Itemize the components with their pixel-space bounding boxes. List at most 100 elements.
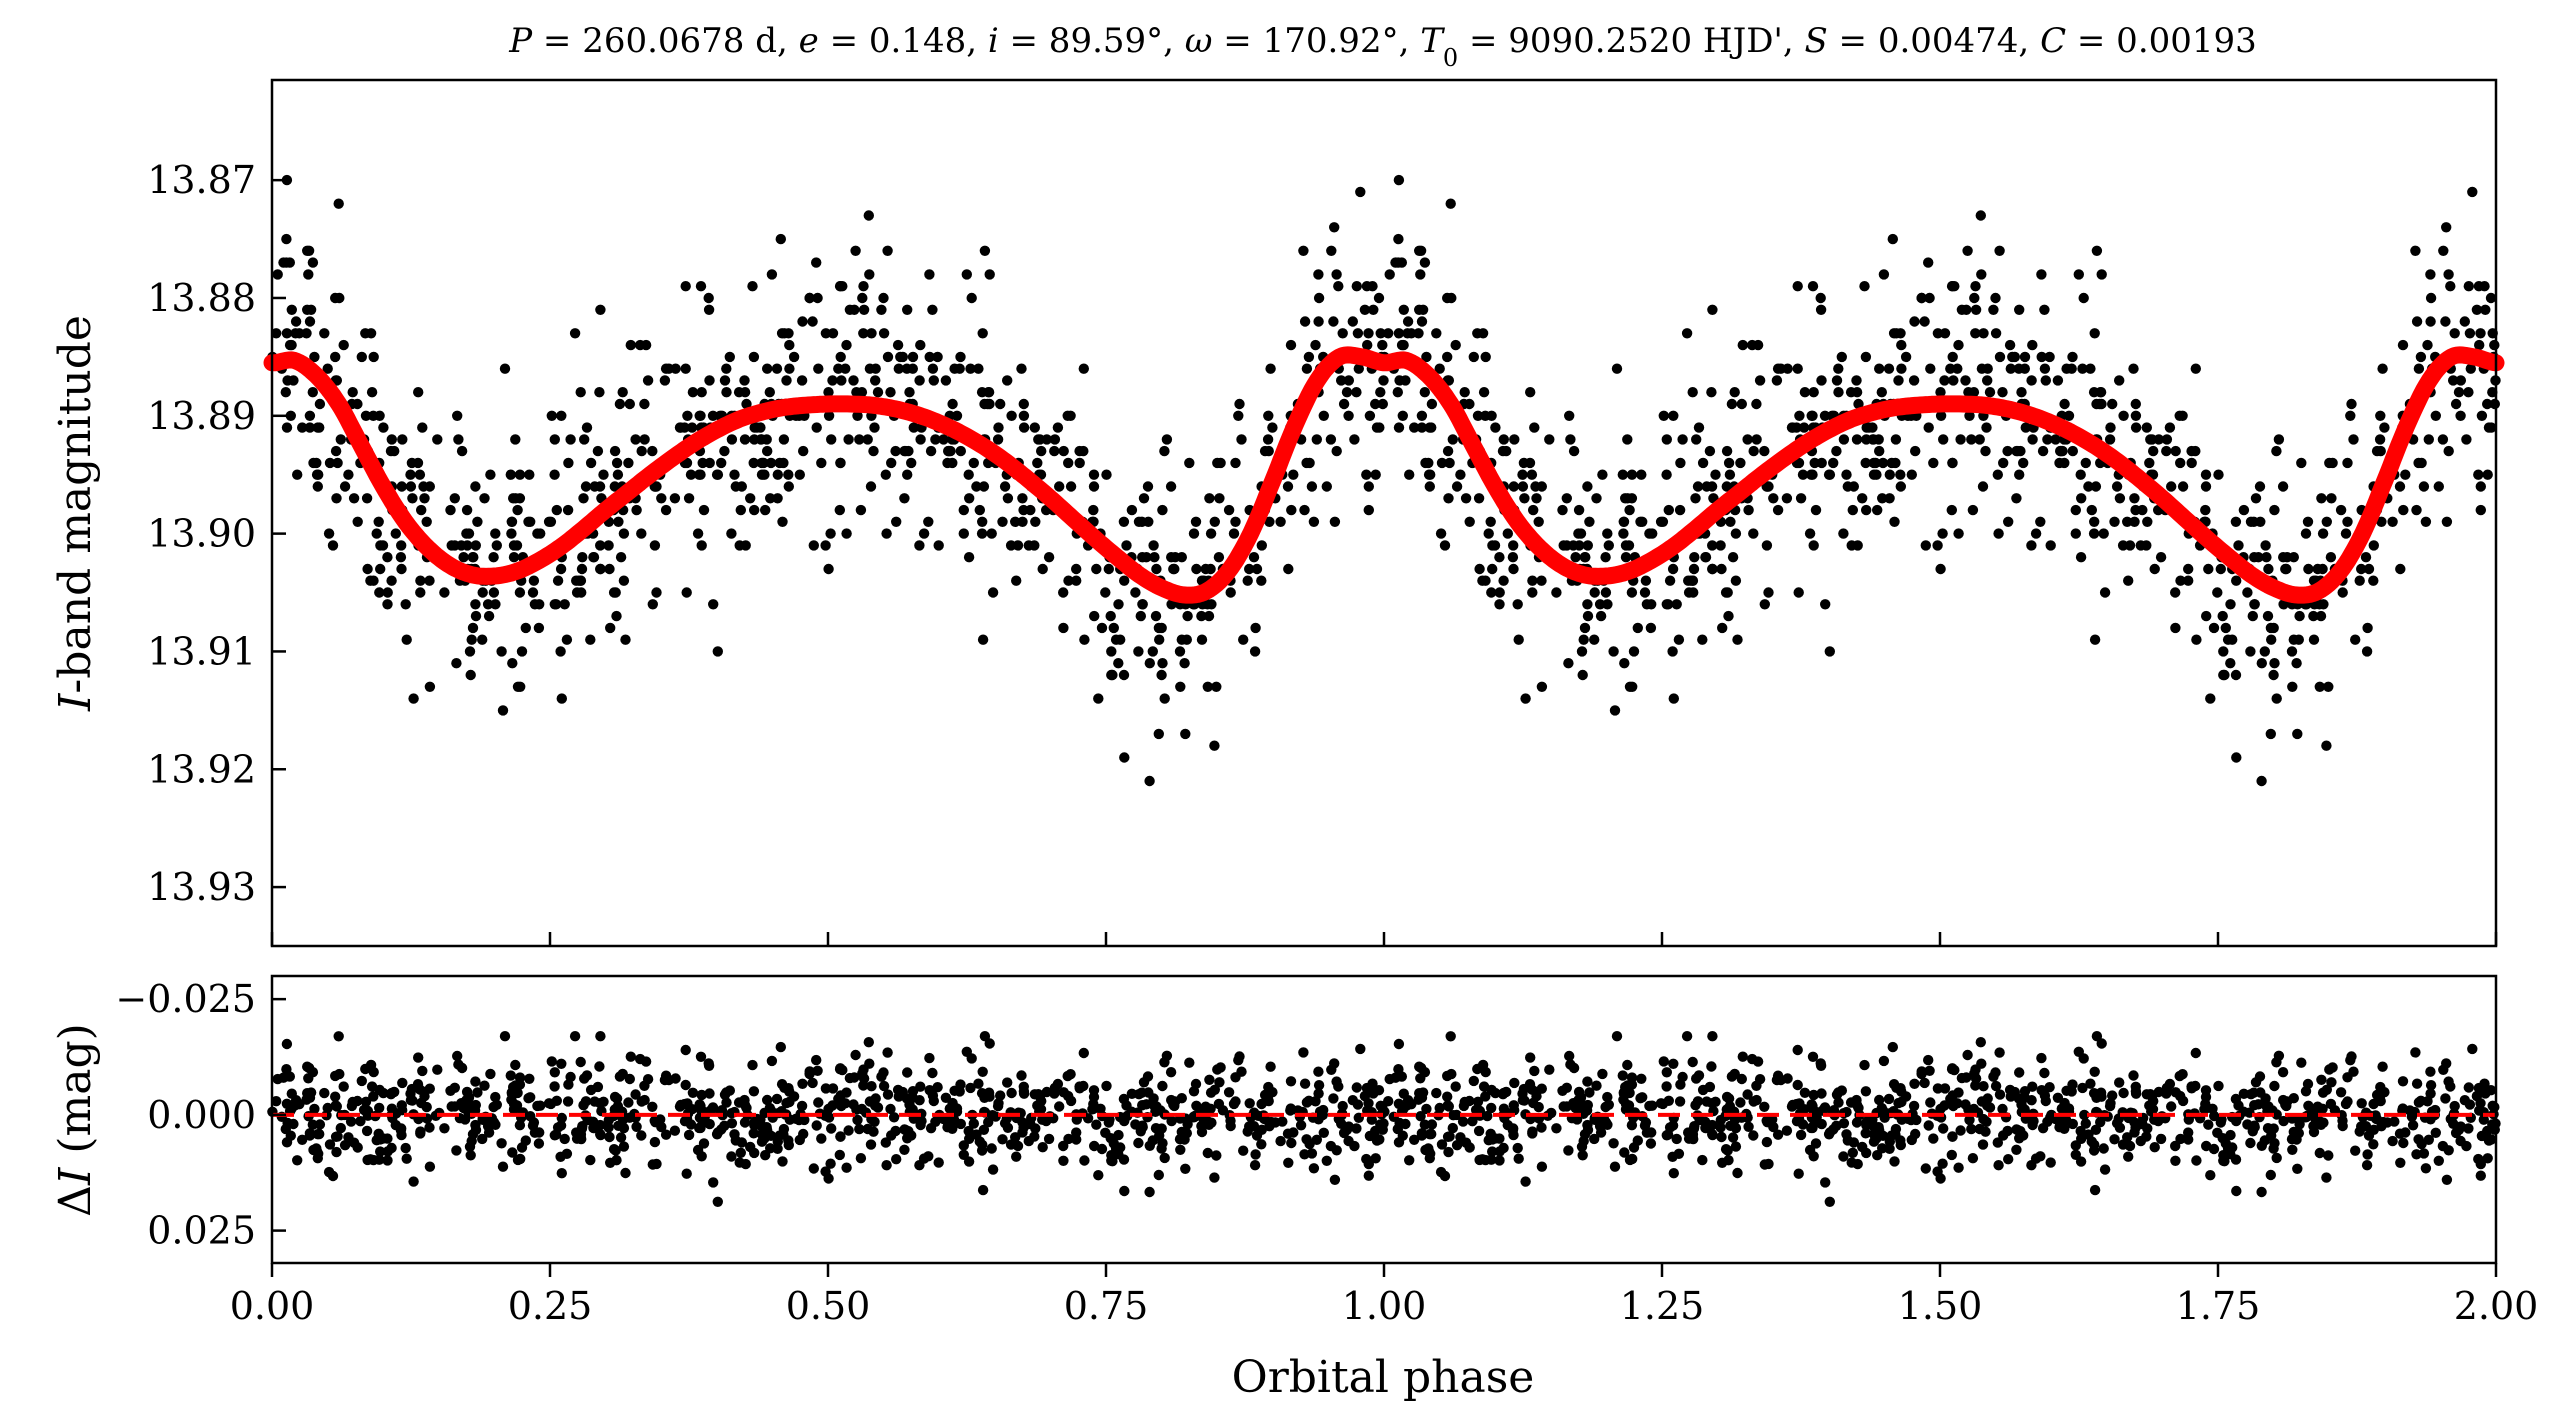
observation-point [1824, 646, 1836, 657]
observation-point [485, 469, 496, 480]
observation-point [958, 528, 969, 539]
observation-point [834, 504, 845, 516]
observation-point [1304, 457, 1315, 469]
observation-point [891, 516, 902, 527]
residual-point [360, 1096, 372, 1108]
observation-point [963, 469, 974, 480]
residual-point [2036, 1052, 2047, 1064]
observation-point [983, 387, 994, 398]
observation-point [2050, 434, 2061, 445]
residual-point [1938, 1123, 1949, 1134]
observation-point [2107, 398, 2118, 410]
residual-point [2019, 1086, 2031, 1097]
observation-point [1636, 469, 1647, 480]
residual-point [868, 1126, 879, 1137]
observation-point [1798, 422, 1810, 433]
observation-point [365, 575, 376, 586]
residual-point [1361, 1153, 1372, 1165]
residual-point [1431, 1087, 1442, 1099]
observation-point [360, 328, 371, 339]
residual-point [510, 1059, 521, 1071]
residual-point [694, 1122, 705, 1134]
residual-point [477, 1133, 488, 1145]
observation-point [765, 493, 776, 504]
observation-point [1536, 681, 1548, 692]
observation-point [1667, 646, 1678, 657]
observation-point [2148, 445, 2159, 457]
observation-point [1878, 269, 1890, 280]
residual-point [352, 1142, 363, 1153]
observation-point [1968, 387, 1980, 398]
observation-point [424, 481, 435, 492]
observation-point [488, 552, 499, 563]
residual-point [925, 1123, 937, 1134]
residual-point [2294, 1119, 2305, 1130]
residual-point [798, 1128, 809, 1140]
residual-point [1474, 1154, 1485, 1166]
observation-point [719, 445, 730, 457]
observation-point [1230, 457, 1241, 469]
residual-point [2030, 1153, 2042, 1164]
observation-point [2039, 304, 2050, 315]
observation-point [2475, 481, 2486, 492]
observation-point [1551, 587, 1562, 598]
residual-point [2425, 1066, 2436, 1077]
observation-point [2225, 658, 2236, 669]
residual-point [1955, 1125, 1966, 1136]
residual-point [1735, 1097, 1746, 1108]
observation-point [2203, 563, 2214, 575]
observation-point [2247, 610, 2258, 622]
residual-point [549, 1067, 560, 1078]
observation-point [923, 516, 934, 527]
observation-point [1851, 387, 1863, 398]
observation-point [2222, 634, 2234, 645]
residual-point [1923, 1120, 1934, 1131]
observation-point [1203, 610, 1215, 622]
observation-point [1900, 351, 1912, 363]
observation-point [1723, 610, 1734, 622]
observation-point [1841, 469, 1852, 480]
residual-point [1472, 1063, 1483, 1075]
observation-point [615, 552, 627, 563]
residual-point [2091, 1031, 2103, 1042]
residual-point [2302, 1078, 2314, 1090]
residual-point [1417, 1087, 1429, 1098]
observation-point [762, 445, 773, 457]
residual-point [514, 1120, 526, 1131]
observation-point [395, 552, 407, 563]
observation-point [2005, 363, 2017, 374]
observation-point [330, 445, 342, 457]
observation-point [575, 387, 586, 398]
observation-point [1153, 728, 1165, 740]
residual-point [2177, 1069, 2188, 1080]
observation-point [579, 434, 590, 445]
residual-point [885, 1103, 896, 1115]
residual-point [1351, 1082, 1363, 1093]
observation-point [1394, 375, 1405, 386]
residual-point [2415, 1095, 2427, 1107]
observation-point [2219, 669, 2230, 681]
residual-point [1916, 1068, 1927, 1080]
observation-point [281, 233, 292, 245]
residual-point [719, 1089, 731, 1101]
observation-point [1037, 563, 1048, 575]
observation-point [1884, 493, 1895, 504]
residual-point [906, 1130, 917, 1141]
residual-point [327, 1170, 339, 1182]
observation-point [1807, 410, 1818, 421]
observation-point [1447, 434, 1459, 445]
observation-point [2287, 681, 2298, 692]
observation-point [2135, 540, 2146, 551]
observation-point [2090, 481, 2102, 492]
residual-point [979, 1031, 991, 1042]
residual-point [1394, 1117, 1405, 1129]
observation-point [1149, 552, 1160, 563]
observation-point [1763, 587, 1774, 598]
observation-point [914, 375, 925, 386]
observation-point [1527, 587, 1538, 598]
observation-point [1137, 599, 1148, 610]
residual-point [2191, 1155, 2202, 1166]
observation-point [2291, 658, 2302, 669]
observation-point [2042, 434, 2053, 445]
observation-point [2002, 445, 2013, 457]
